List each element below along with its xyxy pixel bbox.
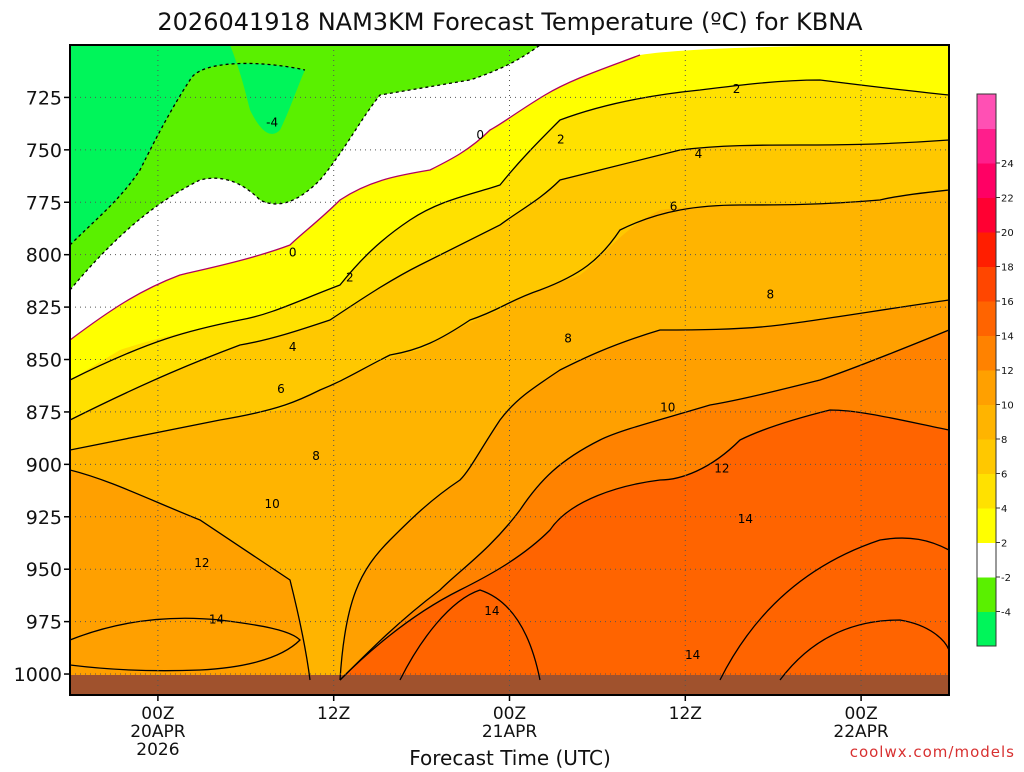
- contour-label: 4: [289, 340, 297, 354]
- contour-labels: -4 0 0 2 2 2 4 4 6 6 8 8 8 10 10 12 12 14 14 14 14: [194, 82, 774, 662]
- contour-label: 14: [209, 613, 224, 627]
- y-tick-label: 900: [26, 454, 62, 476]
- colorbar-label: 8: [1001, 435, 1007, 446]
- colorbar-segment: [977, 370, 996, 405]
- colorbar-label: -2: [1001, 573, 1011, 584]
- colorbar-segment: [977, 266, 996, 302]
- x-tick-label: 12Z: [317, 704, 350, 724]
- chart-title: 2026041918 NAM3KM Forecast Temperature (…: [157, 8, 863, 36]
- colorbar-segment: [977, 439, 996, 474]
- x-tick-label: 22APR: [833, 722, 889, 742]
- colorbar-segment: [977, 94, 996, 129]
- contour-label: 0: [289, 246, 297, 260]
- y-tick-label: 875: [26, 402, 62, 424]
- contour-label: 8: [766, 288, 774, 302]
- x-axis-label: Forecast Time (UTC): [409, 746, 611, 768]
- colorbar-label: 10: [1001, 401, 1014, 412]
- colorbar-label: 6: [1001, 470, 1007, 481]
- y-axis: 725 750 775 800 825 850 875 900 925 950 975 1000: [14, 87, 70, 686]
- colorbar-segment: [977, 508, 996, 543]
- colorbar-label: -4: [1001, 608, 1011, 619]
- y-tick-label: 750: [26, 140, 62, 162]
- x-tick-label: 20APR: [130, 722, 186, 742]
- y-tick-label: 775: [26, 192, 62, 214]
- contour-label: 6: [670, 199, 678, 213]
- contour-label: 14: [738, 512, 753, 526]
- contour-label: 2: [733, 82, 741, 96]
- contour-12: [339, 409, 949, 681]
- x-tick-label: 00Z: [844, 704, 877, 724]
- y-tick-label: 950: [26, 559, 62, 581]
- contour-label: 2: [557, 132, 565, 146]
- contour-label: -4: [266, 116, 278, 130]
- colorbar-segment: [977, 577, 996, 612]
- contour-label: 2: [346, 271, 354, 285]
- x-tick-label: 00Z: [493, 704, 526, 724]
- x-tick-label: 21APR: [482, 722, 538, 742]
- colorbar-segment: [977, 404, 996, 440]
- contour-label: 0: [476, 128, 484, 142]
- colorbar-segment: [977, 197, 996, 233]
- contour-label: 12: [194, 556, 209, 570]
- colorbar-segment: [977, 232, 996, 267]
- colorbar-label: 2: [1001, 539, 1007, 550]
- y-tick-label: 975: [26, 612, 62, 634]
- colorbar-segment: [977, 335, 996, 371]
- contour-label: 8: [312, 449, 320, 463]
- contour-label: 10: [265, 497, 280, 511]
- contour-20-right: [779, 619, 949, 681]
- colorbar-segment: [977, 473, 996, 509]
- contour-8: [70, 299, 949, 681]
- contour-14-mid: [399, 589, 541, 681]
- band-neg4: [70, 45, 305, 245]
- contour-label: 10: [660, 401, 675, 415]
- contour-16-right: [719, 537, 949, 681]
- colorbar-segment: [977, 611, 996, 647]
- contour-0: [70, 54, 641, 341]
- contour-label: 14: [685, 648, 700, 662]
- grid-lines: [70, 45, 949, 695]
- y-tick-label: 800: [26, 245, 62, 267]
- colorbar-label: 4: [1001, 504, 1007, 515]
- contour-4: [70, 139, 949, 421]
- colorbar-label: 20: [1001, 228, 1014, 239]
- contour-label: 6: [277, 382, 285, 396]
- temperature-bands: [70, 45, 949, 695]
- contour-2: [70, 79, 949, 381]
- credit-text: coolwx.com/models: [850, 743, 1015, 761]
- contour-10: [339, 329, 949, 681]
- colorbar-segment: [977, 163, 996, 198]
- y-tick-label: 850: [26, 350, 62, 372]
- colorbar-label: 22: [1001, 194, 1014, 205]
- colorbar-segment: [977, 301, 996, 336]
- y-tick-label: 1000: [14, 664, 62, 686]
- contour-label: 14: [484, 604, 499, 618]
- colorbar-label: 24: [1001, 159, 1014, 170]
- x-tick-label: 2026: [136, 740, 179, 760]
- colorbar-label: 18: [1001, 263, 1014, 274]
- contour-label: 4: [695, 147, 703, 161]
- contour-neg2: [70, 45, 541, 291]
- x-tick-label: 12Z: [669, 704, 702, 724]
- colorbar-label: 16: [1001, 297, 1014, 308]
- colorbar-label: 12: [1001, 366, 1014, 377]
- colorbar-segment: [977, 542, 996, 578]
- y-tick-label: 725: [26, 87, 62, 109]
- y-tick-label: 925: [26, 507, 62, 529]
- colorbar-segment: [977, 128, 996, 164]
- contour-14-left: [70, 617, 301, 672]
- x-tick-label: 00Z: [141, 704, 174, 724]
- band-neg2: [70, 45, 540, 290]
- y-tick-label: 825: [26, 297, 62, 319]
- colorbar-label: 14: [1001, 332, 1014, 343]
- contour-label: 12: [714, 462, 729, 476]
- contour-label: 8: [564, 332, 572, 346]
- contour-neg4: [70, 62, 306, 246]
